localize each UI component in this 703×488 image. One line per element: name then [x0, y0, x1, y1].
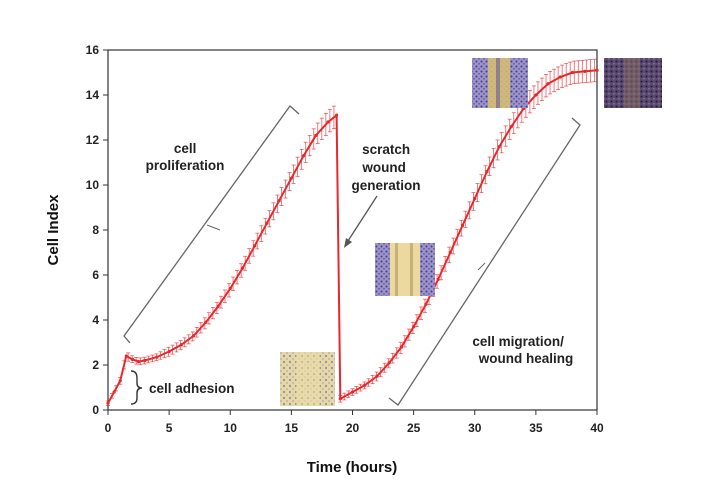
y-tick-label: 12: [86, 133, 100, 147]
annotation-scratch-wound-generation: scratch wound generation: [351, 142, 420, 193]
data-point: [228, 286, 232, 291]
x-axis: 0 5 10 15 20 25 30 35 40: [105, 410, 604, 435]
x-tick-label: 35: [529, 421, 543, 435]
y-axis: 0 2 4 6 8 10 12 14 16: [86, 43, 108, 417]
scratch-wound-image: [375, 243, 435, 296]
data-point: [546, 82, 550, 86]
data-point: [302, 154, 306, 158]
data-point: [314, 133, 318, 138]
y-tick-label: 0: [92, 403, 99, 417]
bracket-icon: [123, 105, 300, 344]
data-point: [363, 383, 367, 387]
data-point: [570, 70, 575, 75]
y-tick-label: 6: [92, 268, 99, 282]
y-tick-label: 14: [86, 88, 100, 102]
data-point: [240, 266, 245, 270]
data-point: [253, 244, 257, 248]
cell-monolayer-image: [280, 352, 335, 406]
data-point: [424, 302, 428, 306]
data-point: [497, 145, 501, 149]
data-point: [485, 169, 489, 174]
data-point: [167, 349, 171, 354]
data-point: [534, 93, 538, 97]
data-point: [143, 358, 147, 363]
data-point: [118, 379, 122, 383]
annotation-cell-adhesion: cell adhesion: [149, 381, 235, 396]
x-tick-label: 25: [407, 421, 421, 435]
data-point: [136, 360, 141, 364]
healing-wound-image: [472, 58, 528, 108]
data-point: [191, 334, 196, 338]
data-point: [412, 325, 416, 329]
data-point: [399, 345, 403, 349]
data-point: [326, 120, 330, 124]
data-point: [448, 250, 452, 255]
y-tick-label: 4: [92, 313, 99, 327]
bracket-icon-migration: [388, 117, 581, 406]
data-point: [387, 361, 391, 365]
data-point: [179, 343, 183, 347]
data-point: [277, 199, 281, 203]
data-point: [436, 277, 440, 282]
data-point: [460, 223, 465, 228]
data-point: [124, 354, 128, 358]
annotation-cell-migration: cell migration/ wound healing: [472, 334, 573, 366]
y-tick-label: 2: [92, 358, 99, 372]
y-tick-label: 10: [86, 178, 100, 192]
arrow-icon: [344, 195, 378, 248]
curly-brace-icon: [130, 370, 143, 405]
data-point: [216, 304, 220, 309]
annotation-cell-proliferation: cell proliferation: [146, 141, 225, 173]
data-point: [130, 357, 135, 361]
data-point: [509, 124, 514, 129]
data-point: [335, 113, 339, 117]
x-tick-label: 0: [105, 421, 112, 435]
data-point: [155, 355, 159, 359]
y-tick-label: 8: [92, 223, 99, 237]
data-points: [106, 68, 599, 405]
y-tick-label: 16: [86, 43, 100, 57]
data-point: [595, 68, 599, 72]
data-point: [583, 69, 587, 73]
x-tick-label: 10: [224, 421, 238, 435]
x-axis-title: Time (hours): [307, 459, 398, 476]
data-point: [112, 390, 116, 394]
x-tick-label: 40: [590, 421, 604, 435]
healed-monolayer-image: [604, 58, 662, 108]
data-point: [338, 397, 342, 401]
data-point: [265, 221, 269, 225]
data-point: [350, 390, 355, 394]
data-point: [106, 401, 110, 405]
x-tick-label: 5: [166, 421, 173, 435]
data-point: [558, 75, 562, 79]
data-point: [289, 176, 293, 180]
data-point: [375, 374, 379, 378]
x-tick-label: 30: [468, 421, 482, 435]
data-point: [204, 320, 208, 324]
y-axis-title: Cell Index: [45, 194, 62, 266]
x-tick-label: 20: [346, 421, 360, 435]
x-tick-label: 15: [285, 421, 299, 435]
data-point: [473, 196, 477, 201]
